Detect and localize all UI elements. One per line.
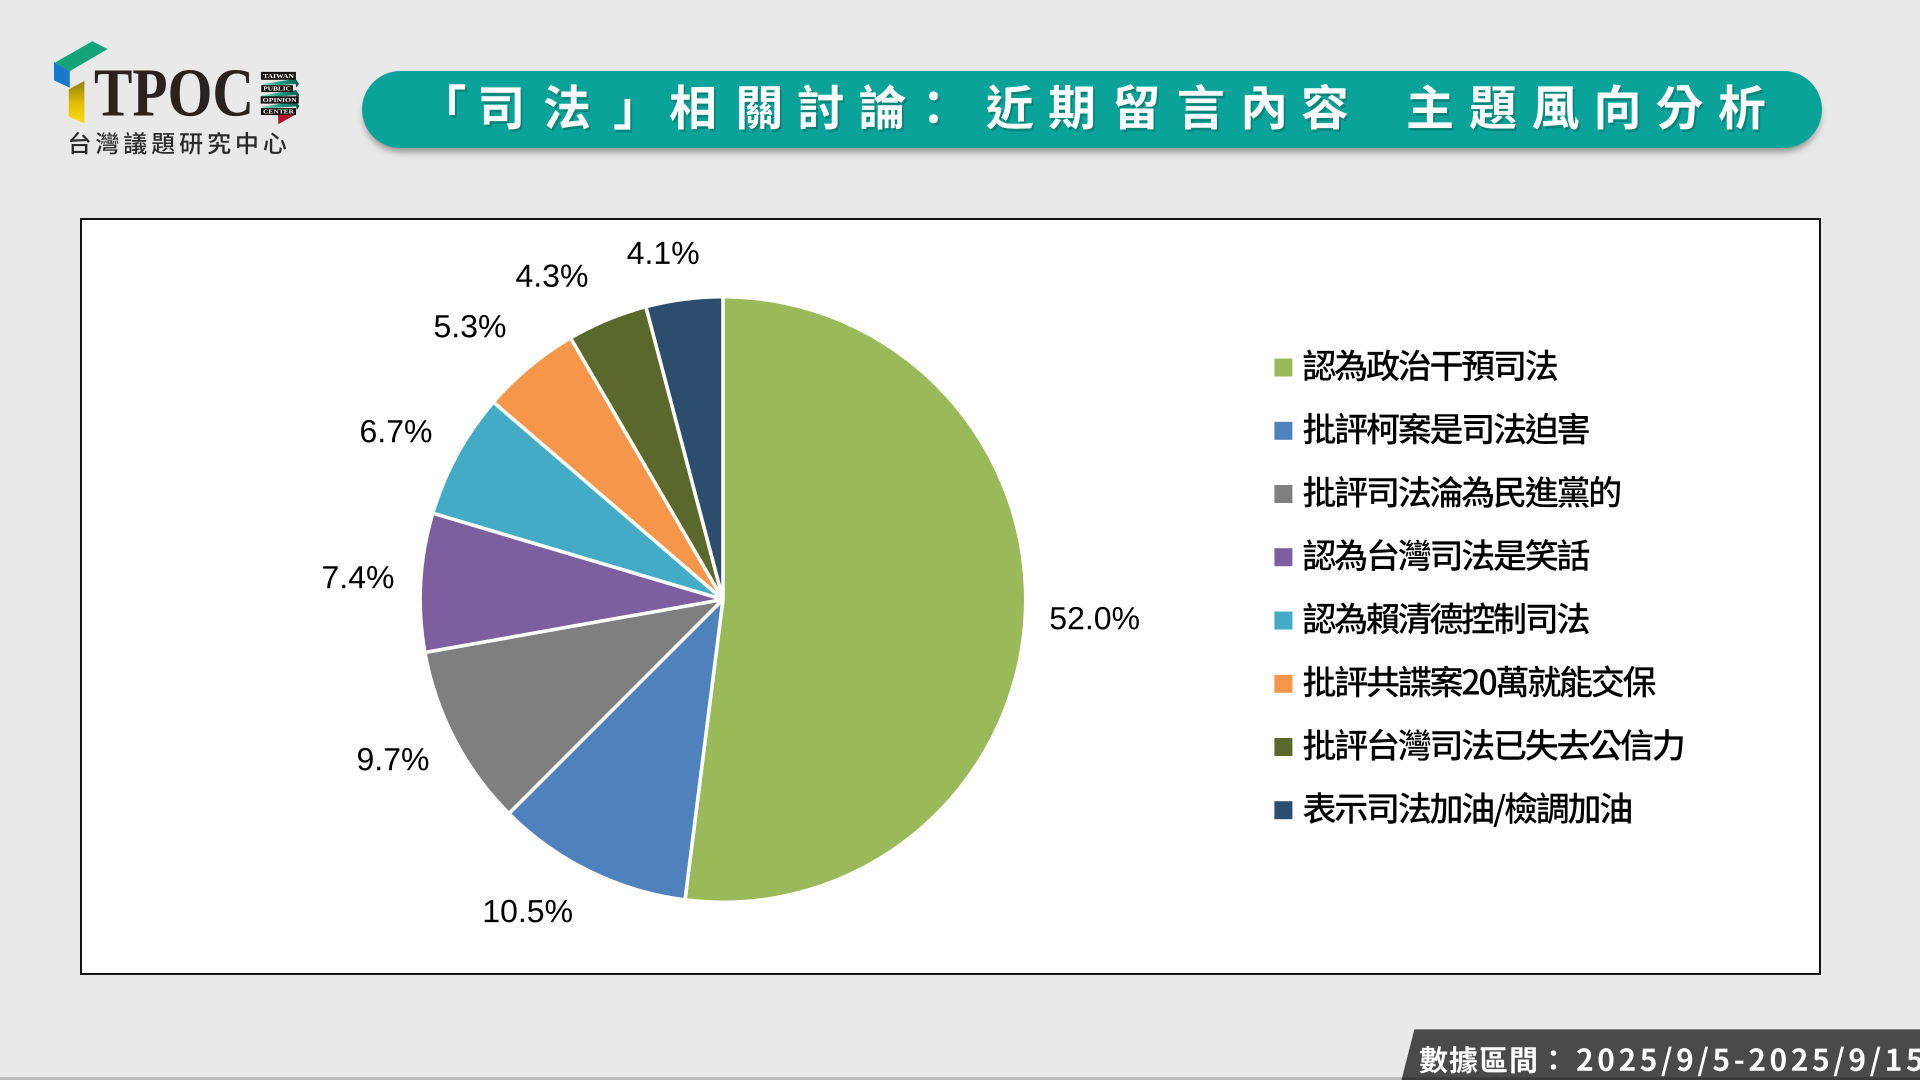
svg-text:CENTER: CENTER [263,109,295,115]
svg-text:PUBLIC: PUBLIC [263,87,291,93]
svg-text:OPINION: OPINION [263,98,298,104]
svg-text:TAIWAN: TAIWAN [263,73,294,80]
